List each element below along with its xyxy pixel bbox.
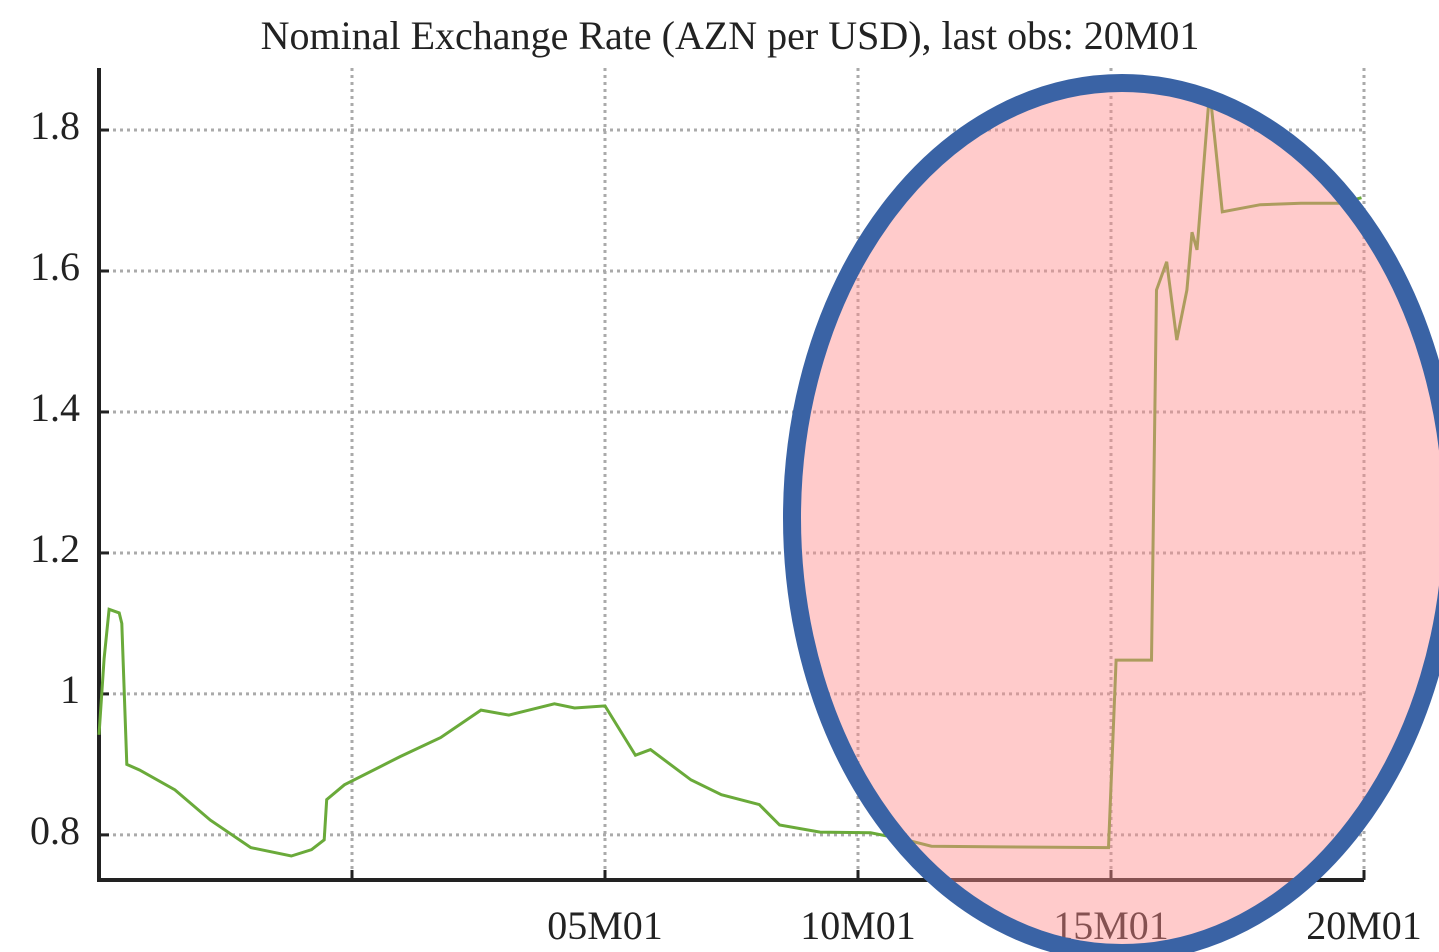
y-tick-label: 1.8 xyxy=(30,103,80,148)
y-tick-label: 0.8 xyxy=(30,808,80,853)
plot xyxy=(97,68,1364,882)
x-tick-label: 20M01 xyxy=(1306,903,1422,948)
y-tick-label: 1.4 xyxy=(30,385,80,430)
y-tick-label: 1 xyxy=(60,667,80,712)
line-series xyxy=(97,89,1362,858)
chart-title: Nominal Exchange Rate (AZN per USD), las… xyxy=(261,13,1200,58)
y-tick-label: 1.2 xyxy=(30,526,80,571)
highlight-fill xyxy=(792,83,1439,952)
x-tick-label: 10M01 xyxy=(800,903,916,948)
highlight-ellipse xyxy=(783,74,1439,952)
y-tick-label: 1.6 xyxy=(30,244,80,289)
x-tick-label: 05M01 xyxy=(547,903,663,948)
